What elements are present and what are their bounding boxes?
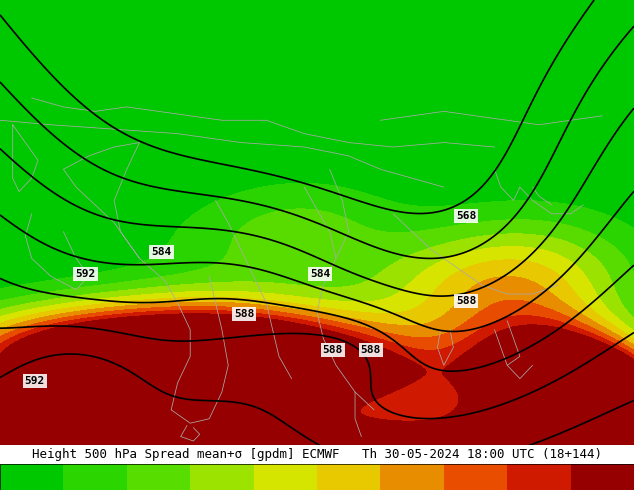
Text: 588: 588 [456, 295, 476, 306]
Text: 568: 568 [456, 211, 476, 221]
Text: 584: 584 [152, 246, 172, 257]
Text: 584: 584 [310, 269, 330, 279]
Text: 592: 592 [25, 376, 45, 386]
Text: 588: 588 [361, 344, 381, 355]
Text: 592: 592 [75, 269, 96, 279]
Text: 588: 588 [234, 309, 254, 319]
Text: 588: 588 [323, 344, 343, 355]
Text: Height 500 hPa Spread mean+σ [gpdm] ECMWF   Th 30-05-2024 18:00 UTC (18+144): Height 500 hPa Spread mean+σ [gpdm] ECMW… [32, 448, 602, 462]
